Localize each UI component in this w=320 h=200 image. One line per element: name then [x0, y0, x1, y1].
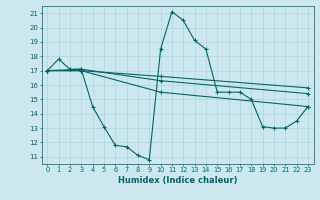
- X-axis label: Humidex (Indice chaleur): Humidex (Indice chaleur): [118, 176, 237, 185]
